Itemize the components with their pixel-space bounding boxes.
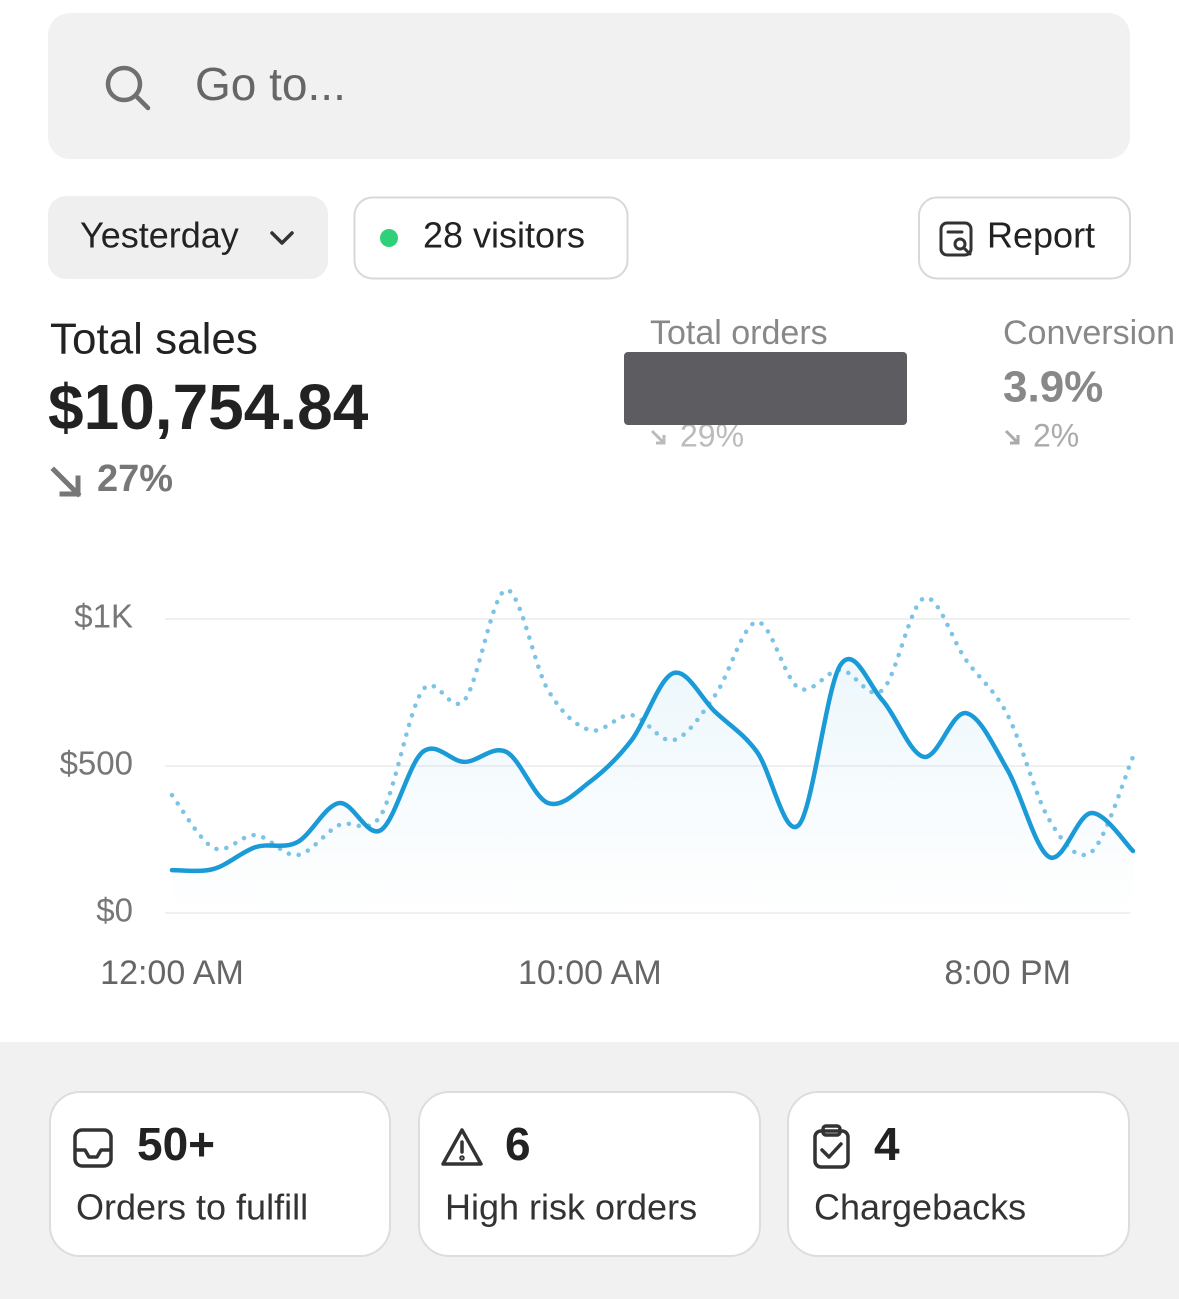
card-label[interactable]: High risk orders bbox=[445, 1187, 697, 1228]
report-label[interactable]: Report bbox=[987, 215, 1095, 256]
metric-label[interactable]: Conversion bbox=[1003, 314, 1175, 352]
down-arrow bbox=[50, 466, 82, 498]
search-icon bbox=[105, 65, 151, 111]
series-line bbox=[169, 656, 1136, 874]
report-button[interactable]: Report bbox=[918, 196, 1131, 280]
card-label[interactable]: Orders to fulfill bbox=[76, 1187, 308, 1228]
area-fill bbox=[172, 659, 1133, 913]
x-tick-label: 12:00 AM bbox=[100, 954, 244, 992]
card-value[interactable]: 6 bbox=[505, 1118, 531, 1170]
card-risk[interactable]: 6 High risk orders bbox=[418, 1091, 761, 1257]
metric-value: $10,754.84 bbox=[48, 371, 369, 443]
y-tick-label: $0 bbox=[96, 892, 133, 929]
card-bg[interactable] bbox=[418, 1091, 761, 1257]
period-button[interactable]: Yesterday bbox=[48, 196, 328, 279]
card-orders[interactable]: 50+ Orders to fulfill bbox=[49, 1091, 391, 1257]
search-bar[interactable]: Go to... bbox=[48, 13, 1130, 159]
card-chargebacks[interactable]: 4 Chargebacks bbox=[787, 1091, 1130, 1257]
down-arrow bbox=[1004, 429, 1020, 445]
metric-orders[interactable]: Total orders 29% bbox=[624, 314, 907, 453]
visitors-bg[interactable] bbox=[353, 196, 629, 280]
metric-label[interactable]: Total orders bbox=[650, 314, 828, 352]
period-label[interactable]: Yesterday bbox=[80, 215, 239, 256]
search-placeholder[interactable]: Go to... bbox=[195, 58, 346, 110]
metric-conversion[interactable]: Conversion 3.9% 2% bbox=[1003, 314, 1175, 453]
x-tick-label: 10:00 AM bbox=[518, 954, 662, 992]
sales-chart: $0 $500 $1K 12:00 AM 10:00 AM 8:00 PM bbox=[60, 587, 1136, 992]
down-arrow bbox=[650, 429, 666, 445]
card-value[interactable]: 50+ bbox=[137, 1118, 215, 1170]
chevron bbox=[270, 231, 294, 245]
series-line bbox=[169, 587, 1136, 858]
period-bg[interactable] bbox=[48, 196, 328, 279]
card-bg[interactable] bbox=[49, 1091, 391, 1257]
y-tick-label: $500 bbox=[60, 745, 133, 782]
card-label[interactable]: Chargebacks bbox=[814, 1187, 1026, 1228]
metric-value: 3.9% bbox=[1003, 363, 1103, 412]
search-box[interactable] bbox=[48, 13, 1130, 159]
card-value[interactable]: 4 bbox=[874, 1118, 900, 1170]
metric-sales[interactable]: Total sales $10,754.84 27% bbox=[48, 315, 369, 500]
x-tick-label: 8:00 PM bbox=[944, 954, 1071, 992]
card-bg[interactable] bbox=[787, 1091, 1130, 1257]
metric-label[interactable]: Total sales bbox=[50, 315, 258, 364]
live-dot bbox=[380, 229, 398, 247]
y-tick-label: $1K bbox=[74, 598, 133, 635]
clipboard-icon bbox=[813, 1124, 850, 1169]
metric-change: 2% bbox=[1033, 417, 1079, 453]
warning-icon bbox=[441, 1128, 483, 1166]
inbox-icon bbox=[73, 1128, 113, 1168]
report-bg[interactable] bbox=[918, 196, 1131, 280]
visitors-label[interactable]: 28 visitors bbox=[423, 215, 585, 256]
visitors-button[interactable]: 28 visitors bbox=[353, 196, 629, 280]
metric-change: 27% bbox=[97, 458, 173, 500]
redaction bbox=[624, 352, 907, 425]
report-icon bbox=[939, 221, 973, 257]
